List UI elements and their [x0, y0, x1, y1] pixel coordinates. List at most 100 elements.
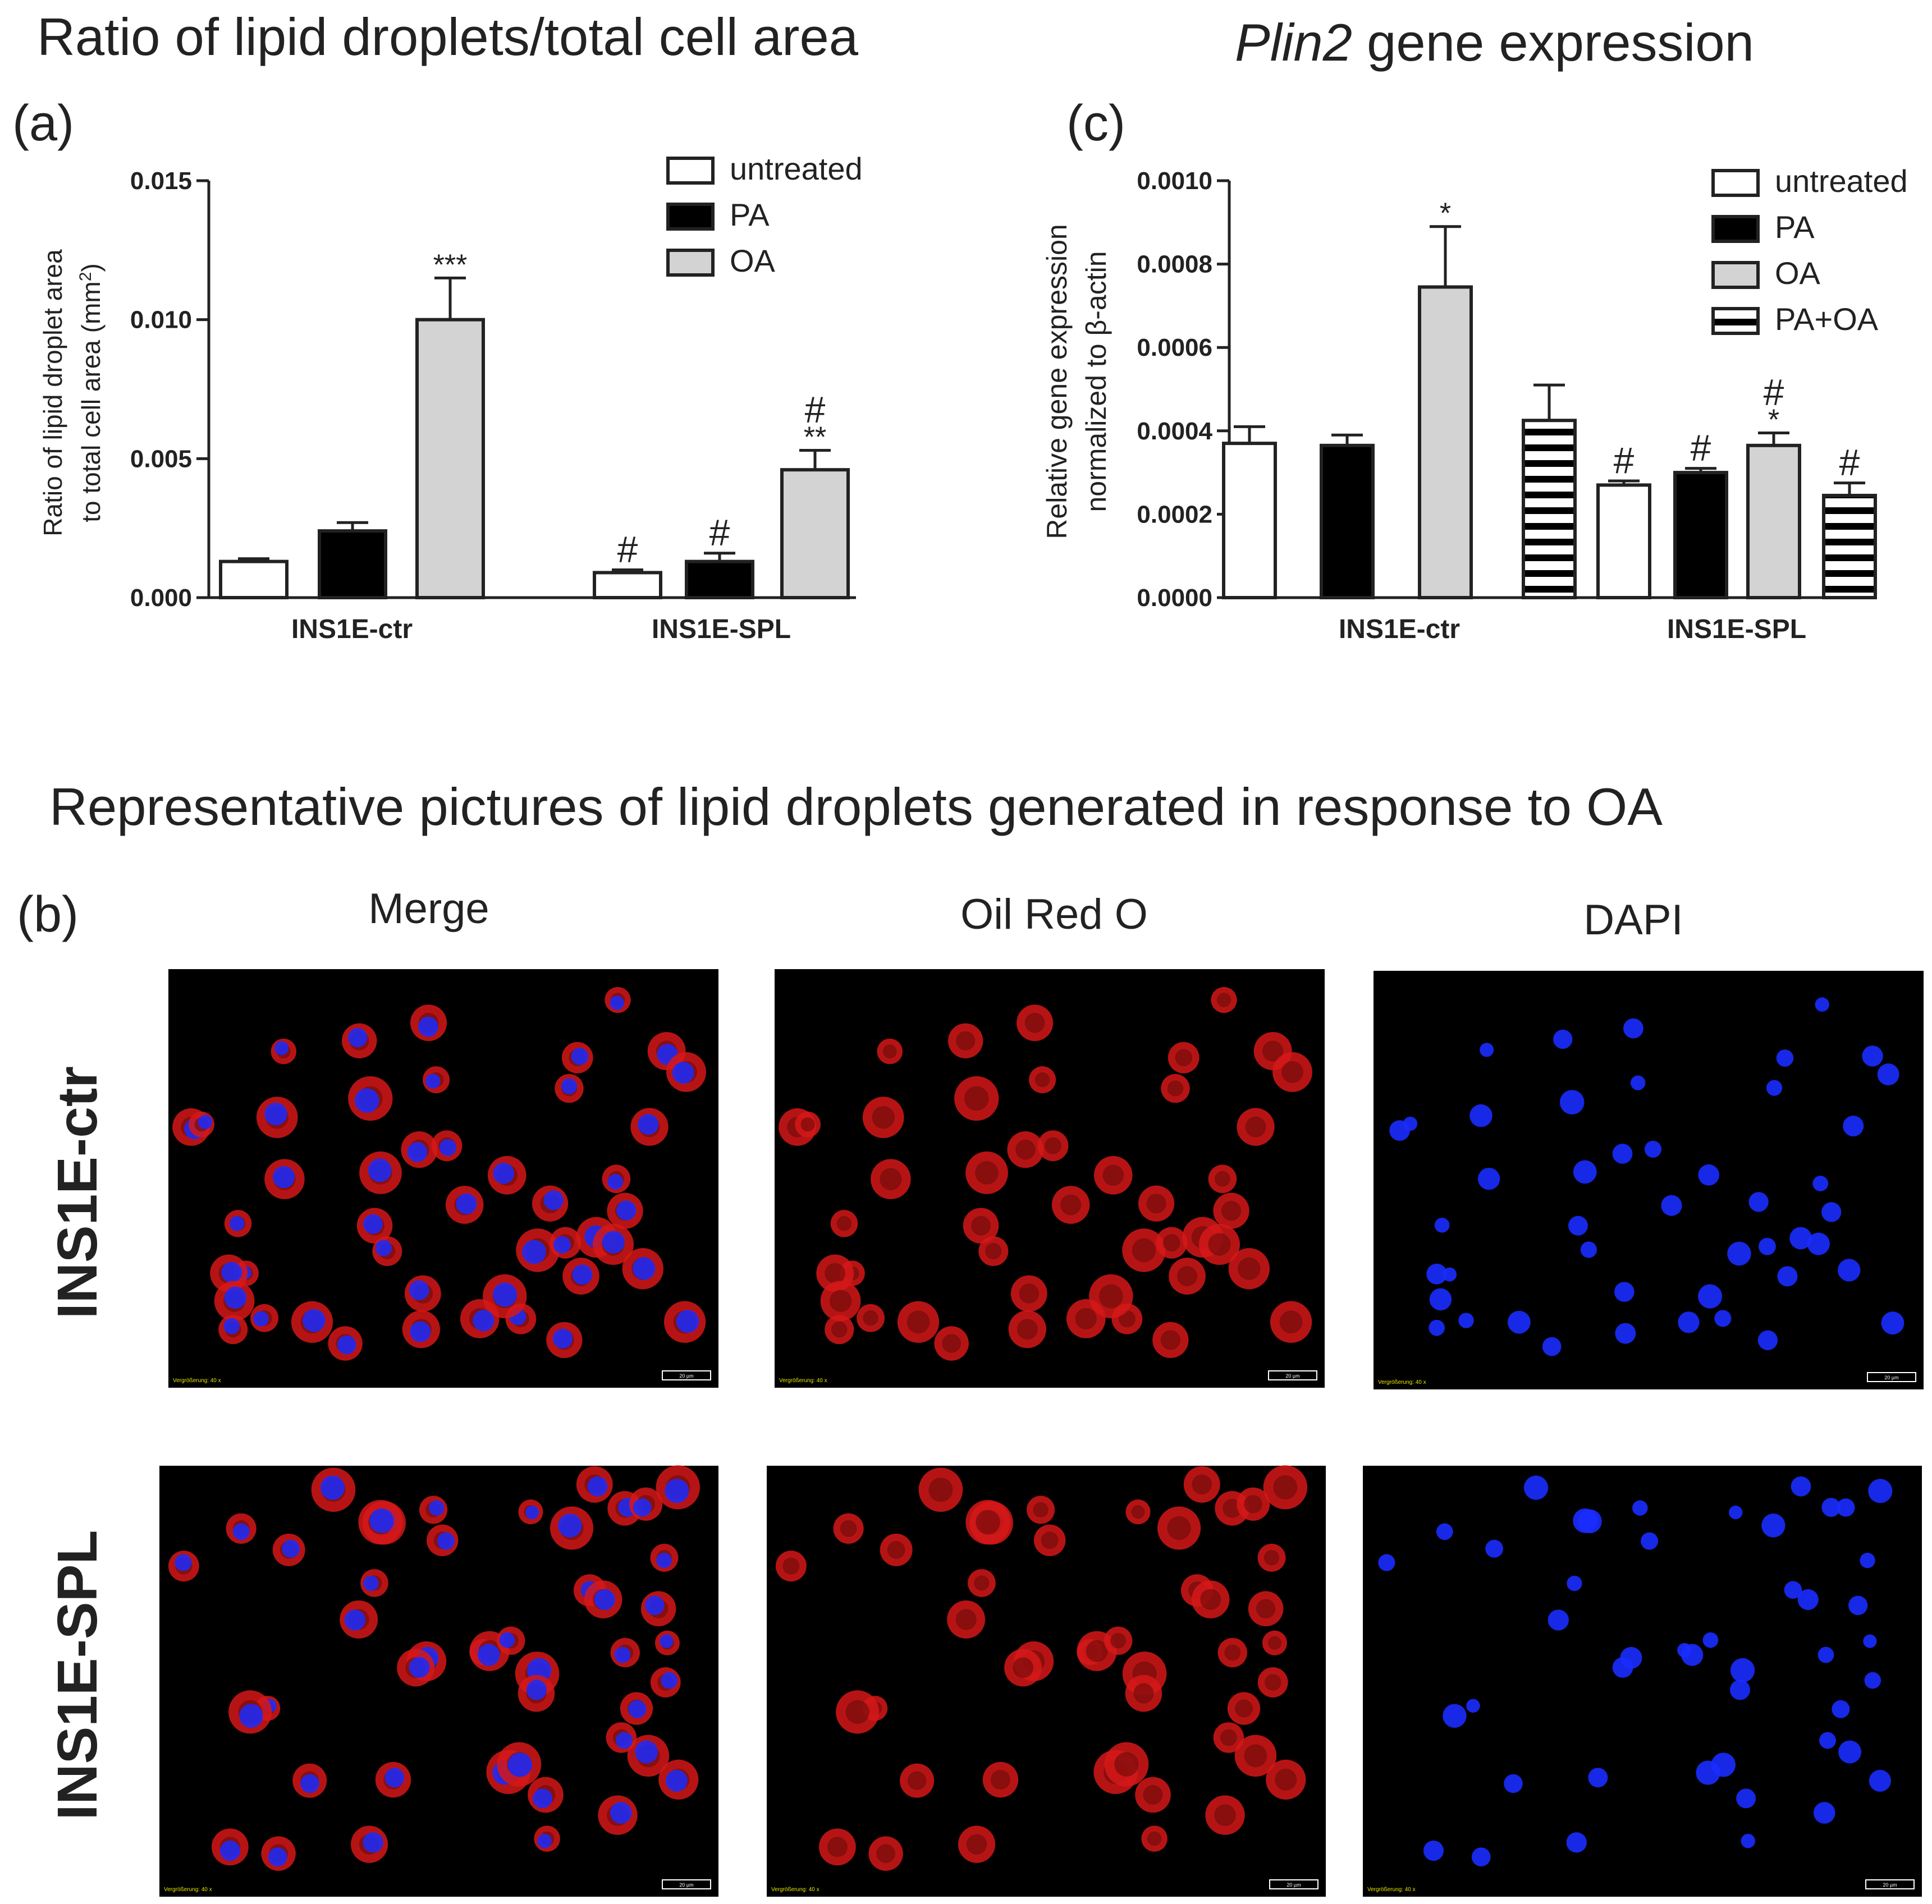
- cell-nucleus: [1748, 1192, 1769, 1212]
- cell-nucleus: [633, 1498, 652, 1517]
- micrograph-oil-red-o-ins1e-ctr: Vergrößerung: 40 x 20 µm: [775, 969, 1325, 1388]
- cell-nucleus: [1612, 1144, 1633, 1164]
- cell-nucleus: [239, 1704, 263, 1728]
- cell-nucleus: [587, 1476, 608, 1497]
- cell-nucleus: [1838, 1740, 1862, 1764]
- cell-nucleus: [1507, 1310, 1531, 1334]
- cell-inner: [991, 1770, 1010, 1790]
- panel-label-c: (c): [1066, 95, 1125, 152]
- cell-inner: [1075, 1307, 1097, 1330]
- cell-inner: [974, 1575, 990, 1591]
- cell-nucleus: [264, 1102, 287, 1126]
- cell-inner: [1110, 1632, 1127, 1649]
- cell-inner: [1102, 1164, 1124, 1186]
- significance-label: #: [805, 388, 826, 430]
- cell-nucleus: [1729, 1680, 1751, 1700]
- cell-nucleus: [633, 1257, 656, 1280]
- cell-nucleus: [407, 1142, 428, 1162]
- cell-nucleus: [437, 1532, 455, 1550]
- micrograph-dapi-ins1e-ctr: Vergrößerung: 40 x 20 µm: [1374, 971, 1924, 1389]
- cell-inner: [1024, 1012, 1045, 1033]
- scale-bar-label: 20 µm: [679, 1882, 693, 1888]
- cell-inner: [1275, 1768, 1297, 1791]
- cell-inner: [827, 1837, 848, 1857]
- cell-nucleus: [614, 1646, 631, 1663]
- legend-entry: untreated: [1775, 163, 1908, 199]
- cell-nucleus: [1548, 1609, 1569, 1631]
- cell-inner: [831, 1321, 848, 1338]
- cell-nucleus: [638, 1114, 659, 1135]
- cell-nucleus: [665, 1479, 689, 1503]
- cell-nucleus: [1813, 1802, 1835, 1824]
- chart-c-ylabel-line1: Relative gene expression: [1041, 224, 1073, 539]
- legend-entry: PA: [730, 197, 770, 232]
- cell-nucleus: [1436, 1523, 1453, 1540]
- cell-inner: [1234, 1699, 1253, 1718]
- chart-a-legend: untreated PA OA: [666, 151, 863, 278]
- bar-oa: [1418, 285, 1473, 599]
- cell-nucleus: [1862, 1045, 1883, 1067]
- micrograph-background: [1374, 971, 1924, 1389]
- cell-inner: [985, 1243, 1002, 1260]
- cell-inner: [880, 1168, 902, 1190]
- bar-oa: [415, 318, 485, 600]
- cell-nucleus: [1678, 1311, 1700, 1333]
- row-header-ins1e-spl: INS1E-SPL: [46, 1530, 109, 1820]
- y-tick-label: 0.0006: [1137, 334, 1212, 361]
- cell-nucleus: [1630, 1075, 1646, 1090]
- cell-inner: [1086, 1640, 1108, 1662]
- cell-inner: [1208, 1233, 1231, 1256]
- legend-swatch: [1711, 169, 1760, 197]
- cell-nucleus: [572, 1264, 593, 1285]
- legend-entry: OA: [730, 243, 776, 278]
- cell-inner: [966, 1834, 987, 1855]
- cell-nucleus: [1843, 1116, 1864, 1137]
- cell-inner: [782, 1557, 800, 1575]
- cell-nucleus: [1614, 1282, 1635, 1302]
- chart-a-ylabel-sup: 2: [76, 272, 95, 282]
- cell-inner: [1098, 1284, 1123, 1309]
- cell-nucleus: [300, 1774, 319, 1793]
- cell-nucleus: [571, 1048, 589, 1065]
- scale-bar: [1867, 1372, 1916, 1382]
- title-c: Plin2 gene expression: [1235, 13, 1754, 72]
- cell-nucleus: [1698, 1164, 1720, 1186]
- cell-nucleus: [1580, 1241, 1597, 1258]
- cell-nucleus: [1568, 1215, 1588, 1236]
- cell-nucleus: [1864, 1672, 1881, 1689]
- cell-inner: [1262, 1040, 1284, 1062]
- scale-bar-label: 20 µm: [1883, 1882, 1897, 1888]
- cell-nucleus: [1784, 1581, 1802, 1599]
- magnification-label: Vergrößerung: 40 x: [173, 1378, 221, 1384]
- cell-inner: [882, 1044, 897, 1059]
- cell-nucleus: [616, 1200, 637, 1221]
- cell-inner: [836, 1215, 852, 1231]
- bar-untreated: [219, 559, 289, 600]
- panel-label-a: (a): [12, 95, 74, 152]
- cell-inner: [1019, 1283, 1040, 1304]
- cell-nucleus: [1429, 1288, 1452, 1311]
- cell-nucleus: [1729, 1506, 1743, 1520]
- cell-nucleus: [1869, 1769, 1891, 1792]
- cell-inner: [955, 1609, 977, 1630]
- cell-inner: [907, 1771, 927, 1790]
- cell-inner: [1162, 1234, 1180, 1252]
- cell-inner: [1133, 1683, 1154, 1704]
- cell-inner: [863, 1310, 878, 1326]
- cell-inner: [1224, 1644, 1241, 1661]
- cell-nucleus: [1434, 1218, 1450, 1233]
- significance-label: #: [1691, 427, 1711, 469]
- cell-nucleus: [1612, 1657, 1633, 1678]
- scale-bar: [1269, 1879, 1318, 1889]
- cell-inner: [1256, 1599, 1276, 1619]
- magnification-label: Vergrößerung: 40 x: [771, 1887, 820, 1893]
- cell-nucleus: [1566, 1832, 1587, 1853]
- cell-nucleus: [1761, 1513, 1786, 1538]
- cell-nucleus: [1807, 1232, 1830, 1255]
- cell-inner: [872, 1105, 895, 1129]
- cell-nucleus: [302, 1309, 326, 1332]
- cell-inner: [1167, 1080, 1184, 1096]
- y-tick-label: 0.0010: [1137, 167, 1212, 195]
- cell-nucleus: [1573, 1508, 1597, 1533]
